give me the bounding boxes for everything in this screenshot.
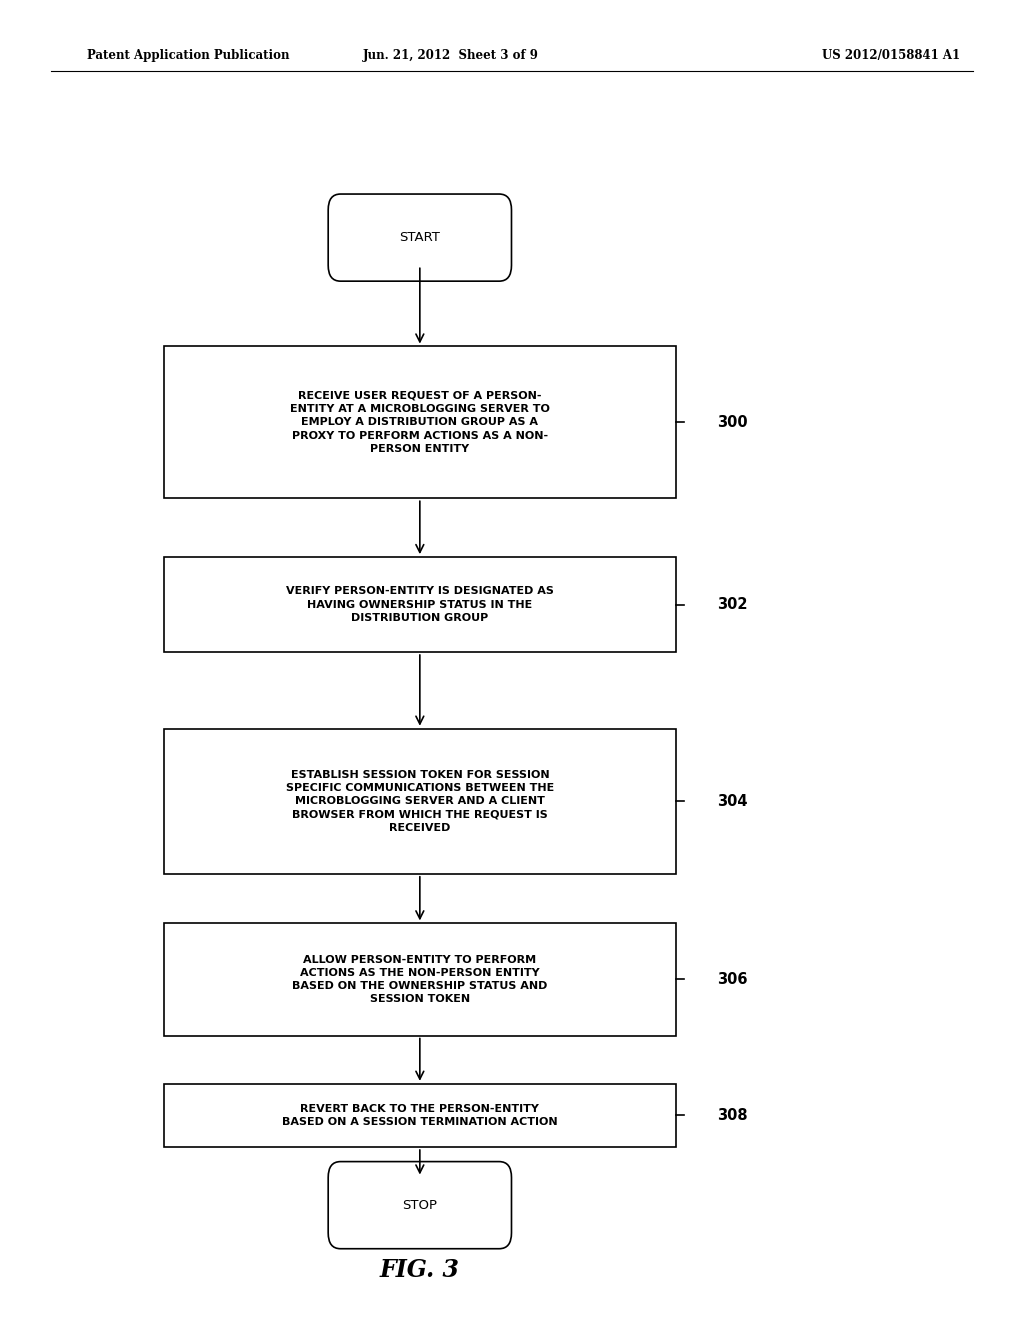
Text: 306: 306 [717, 972, 748, 987]
Text: Patent Application Publication: Patent Application Publication [87, 49, 290, 62]
Text: REVERT BACK TO THE PERSON-ENTITY
BASED ON A SESSION TERMINATION ACTION: REVERT BACK TO THE PERSON-ENTITY BASED O… [282, 1104, 558, 1127]
FancyBboxPatch shape [164, 1084, 676, 1147]
Text: STOP: STOP [402, 1199, 437, 1212]
FancyBboxPatch shape [164, 924, 676, 1035]
Text: 300: 300 [717, 414, 748, 430]
FancyBboxPatch shape [328, 1162, 511, 1249]
Text: ALLOW PERSON-ENTITY TO PERFORM
ACTIONS AS THE NON-PERSON ENTITY
BASED ON THE OWN: ALLOW PERSON-ENTITY TO PERFORM ACTIONS A… [292, 954, 548, 1005]
Text: VERIFY PERSON-ENTITY IS DESIGNATED AS
HAVING OWNERSHIP STATUS IN THE
DISTRIBUTIO: VERIFY PERSON-ENTITY IS DESIGNATED AS HA… [286, 586, 554, 623]
Text: 304: 304 [717, 793, 748, 809]
Text: 308: 308 [717, 1107, 748, 1123]
Text: START: START [399, 231, 440, 244]
Text: Jun. 21, 2012  Sheet 3 of 9: Jun. 21, 2012 Sheet 3 of 9 [362, 49, 539, 62]
Text: US 2012/0158841 A1: US 2012/0158841 A1 [822, 49, 959, 62]
FancyBboxPatch shape [164, 346, 676, 498]
FancyBboxPatch shape [164, 729, 676, 874]
FancyBboxPatch shape [164, 557, 676, 652]
Text: 302: 302 [717, 597, 748, 612]
Text: FIG. 3: FIG. 3 [380, 1258, 460, 1282]
FancyBboxPatch shape [328, 194, 511, 281]
Text: ESTABLISH SESSION TOKEN FOR SESSION
SPECIFIC COMMUNICATIONS BETWEEN THE
MICROBLO: ESTABLISH SESSION TOKEN FOR SESSION SPEC… [286, 770, 554, 833]
Text: RECEIVE USER REQUEST OF A PERSON-
ENTITY AT A MICROBLOGGING SERVER TO
EMPLOY A D: RECEIVE USER REQUEST OF A PERSON- ENTITY… [290, 391, 550, 454]
